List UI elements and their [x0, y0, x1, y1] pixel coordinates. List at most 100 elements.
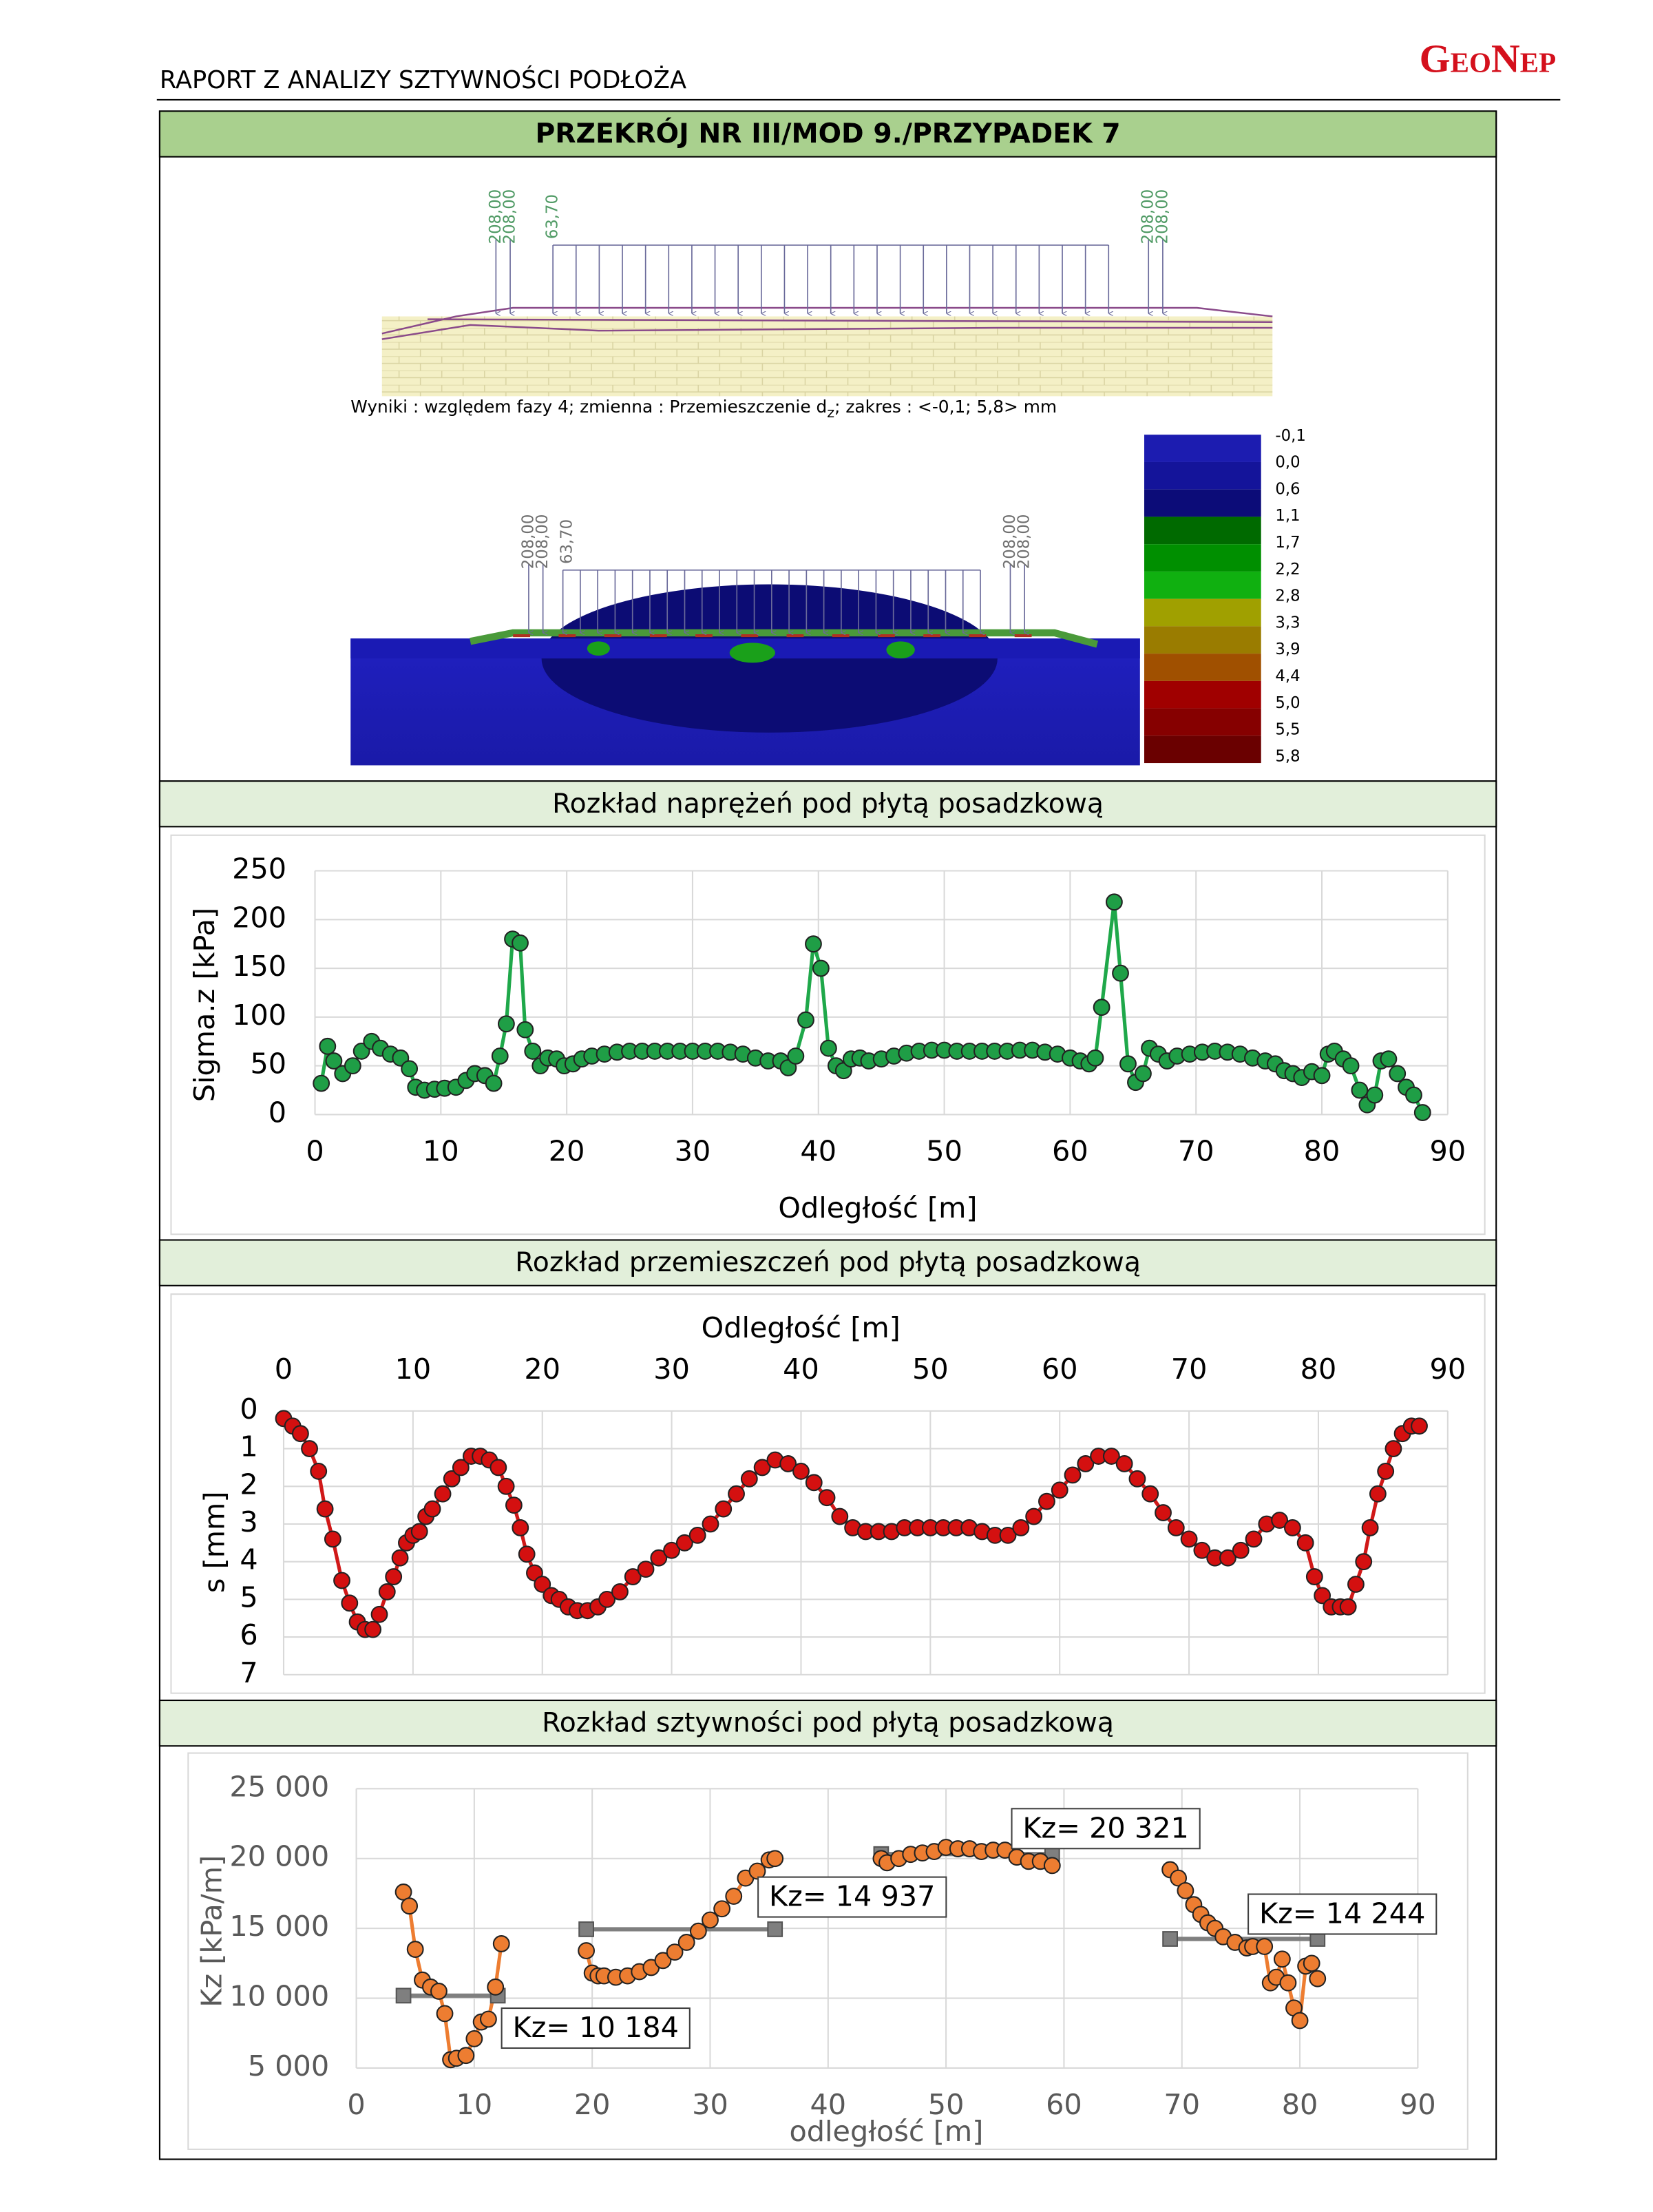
data-point: [516, 1021, 534, 1039]
load-label: 208,00: [501, 189, 519, 244]
data-point: [430, 1983, 448, 2000]
data-point: [1180, 1530, 1198, 1548]
data-point: [313, 1074, 330, 1092]
data-point: [1291, 2012, 1309, 2030]
legend-swatch: [1144, 489, 1261, 517]
data-point: [1119, 1055, 1137, 1073]
data-point: [650, 1549, 668, 1567]
y-tick-label: 5: [240, 1580, 257, 1614]
x-tick-label: 10: [395, 1353, 432, 1386]
average-marker: [767, 1921, 783, 1937]
data-point: [753, 1459, 771, 1477]
data-point: [1025, 1507, 1043, 1525]
average-label: Kz= 10 184: [513, 2011, 679, 2044]
data-point: [491, 1047, 509, 1065]
data-point: [598, 1590, 616, 1608]
x-axis-label: odległość [m]: [789, 2115, 983, 2148]
x-tick-label: 50: [928, 2088, 965, 2121]
data-point: [1389, 1065, 1407, 1083]
y-axis-label: Sigma.z [kPa]: [188, 908, 221, 1102]
data-point: [364, 1620, 382, 1638]
data-point: [688, 1526, 706, 1544]
data-point: [779, 1455, 797, 1472]
data-point: [713, 1900, 731, 1918]
data-point: [1283, 1519, 1301, 1536]
x-tick-label: 80: [1282, 2088, 1318, 2121]
x-tick-label: 80: [1301, 1353, 1337, 1386]
data-point: [792, 1462, 810, 1480]
data-point: [443, 1470, 461, 1488]
y-tick-label: 4: [240, 1543, 257, 1576]
data-point: [766, 1850, 784, 1868]
data-point: [1296, 1534, 1314, 1552]
data-point: [492, 1935, 510, 1952]
data-point: [999, 1526, 1017, 1544]
data-point: [812, 959, 830, 977]
data-point: [1384, 1440, 1402, 1458]
data-point: [310, 1462, 328, 1480]
x-tick-label: 0: [275, 1353, 293, 1386]
x-tick-label: 70: [1164, 2088, 1200, 2121]
data-point: [805, 935, 822, 953]
data-point: [452, 1459, 470, 1477]
x-tick-label: 0: [347, 2088, 365, 2121]
load-label: 208,00: [1139, 189, 1157, 244]
legend-label: 4,4: [1275, 667, 1300, 685]
average-label: Kz= 20 321: [1022, 1811, 1188, 1844]
data-point: [370, 1605, 388, 1623]
data-point: [436, 2005, 454, 2023]
data-point: [715, 1500, 733, 1518]
data-point: [666, 1943, 684, 1961]
data-point: [1313, 1067, 1331, 1085]
data-point: [1112, 964, 1129, 982]
data-point: [401, 1897, 419, 1915]
data-point: [378, 1583, 396, 1600]
x-tick-label: 90: [1430, 1353, 1466, 1386]
logo: GeoNep: [1420, 36, 1557, 81]
data-point: [1155, 1504, 1172, 1521]
y-tick-label: 250: [232, 853, 286, 886]
x-tick-label: 30: [675, 1134, 711, 1167]
x-tick-label: 10: [423, 1134, 459, 1167]
chart-title: Rozkład naprężeń pod płytą posadzkową: [552, 789, 1104, 820]
data-point: [291, 1425, 309, 1443]
fem-spot: [587, 641, 610, 656]
data-point: [1377, 1462, 1395, 1480]
data-point: [1413, 1104, 1431, 1122]
average-marker: [1162, 1931, 1178, 1947]
data-point: [524, 1042, 542, 1060]
data-point: [505, 1496, 523, 1514]
y-tick-label: 0: [240, 1392, 257, 1426]
data-point: [1193, 1541, 1211, 1559]
legend-label: 2,8: [1275, 587, 1300, 605]
legend-label: 5,5: [1275, 721, 1300, 739]
legend-label: 5,8: [1275, 747, 1300, 765]
legend-swatch: [1144, 517, 1261, 545]
data-point: [1102, 1448, 1120, 1465]
data-point: [301, 1440, 318, 1458]
legend-label: -0,1: [1275, 427, 1305, 445]
y-tick-label: 200: [232, 901, 286, 934]
data-point: [725, 1888, 743, 1905]
x-tick-label: 50: [926, 1134, 962, 1167]
data-point: [485, 1074, 503, 1092]
legend-swatch: [1144, 435, 1261, 462]
data-point: [1232, 1541, 1250, 1559]
data-point: [423, 1500, 441, 1518]
data-point: [401, 1060, 419, 1078]
fem-spot: [729, 643, 775, 663]
x-tick-label: 50: [912, 1353, 949, 1386]
data-point: [434, 1485, 452, 1503]
legend-label: 2,2: [1275, 561, 1300, 578]
data-point: [1351, 1081, 1369, 1099]
y-tick-label: 15 000: [229, 1910, 329, 1943]
slab-lines: [381, 306, 1273, 340]
data-point: [1043, 1857, 1061, 1875]
data-point: [1411, 1417, 1428, 1435]
data-point: [831, 1507, 849, 1525]
data-point: [1273, 1950, 1291, 1968]
data-point: [1038, 1492, 1055, 1510]
data-point: [385, 1568, 403, 1585]
